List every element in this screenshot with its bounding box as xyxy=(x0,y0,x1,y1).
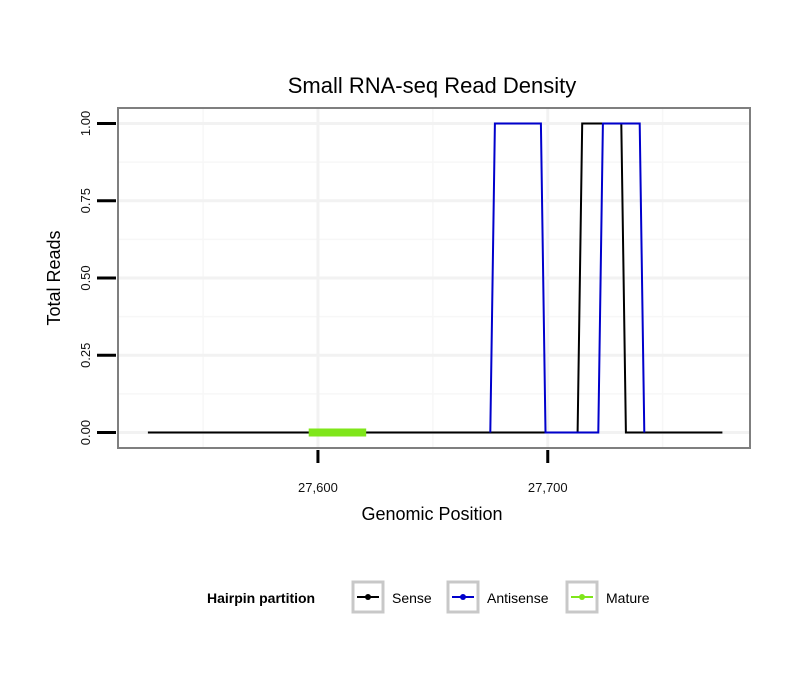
legend-title: Hairpin partition xyxy=(207,590,315,606)
series-layer xyxy=(147,122,723,437)
legend-key-sense xyxy=(351,580,385,614)
y-tick-label: 0.00 xyxy=(78,420,93,445)
legend-key-antisense xyxy=(446,580,480,614)
legend-label-antisense: Antisense xyxy=(487,590,549,606)
axes: 27,600 27,700 0.00 0.25 0.50 0.75 1.00 xyxy=(78,111,568,495)
legend-key-box xyxy=(351,580,385,614)
panel-border xyxy=(117,107,751,449)
legend-key-point xyxy=(460,594,466,600)
legend-key-mature xyxy=(565,580,599,614)
chart-title: Small RNA-seq Read Density xyxy=(288,73,577,98)
series-line-sense xyxy=(147,122,723,434)
series-line-antisense xyxy=(489,122,646,434)
y-tick-label: 0.25 xyxy=(78,343,93,368)
x-tick-label: 27,700 xyxy=(528,480,568,495)
legend-key-point xyxy=(579,594,585,600)
y-tick-label: 1.00 xyxy=(78,111,93,136)
legend-key-point xyxy=(365,594,371,600)
y-tick-label: 0.75 xyxy=(78,188,93,213)
legend-label-mature: Mature xyxy=(606,590,650,606)
x-axis-title: Genomic Position xyxy=(361,504,502,524)
y-axis-title: Total Reads xyxy=(44,230,64,325)
y-tick-label: 0.50 xyxy=(78,265,93,290)
legend: Hairpin partition Sense Antisense Mature xyxy=(207,580,650,614)
x-tick-label: 27,600 xyxy=(298,480,338,495)
legend-label-sense: Sense xyxy=(392,590,432,606)
